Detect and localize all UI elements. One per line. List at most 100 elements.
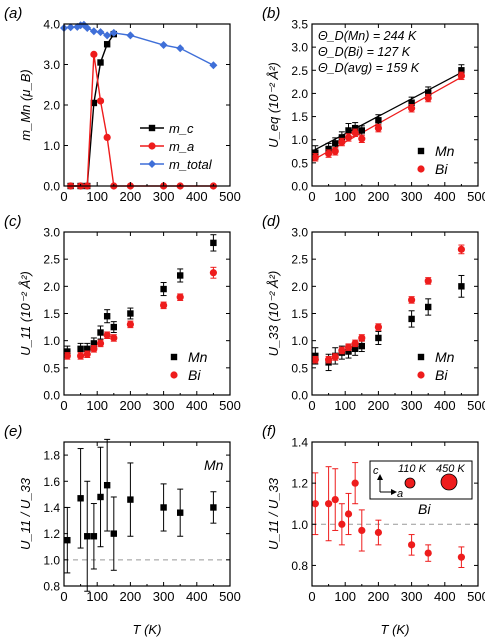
data-point-bi [83, 350, 91, 358]
data-point-mn [77, 345, 84, 353]
y-tick-label: 0.0 [43, 180, 60, 194]
y-tick-label: 3.0 [291, 226, 308, 240]
data-point-mn [64, 348, 71, 355]
data-point-bi [311, 500, 319, 508]
y-tick-label: 0.8 [291, 559, 308, 573]
y-tick-label: 2.0 [43, 280, 60, 294]
x-tick-label: 300 [153, 398, 175, 413]
data-point-mn [97, 493, 104, 501]
data-point-bi [358, 135, 366, 143]
y-tick-label: 0.0 [43, 389, 60, 403]
data-point-m-total [89, 27, 98, 36]
x-tick-label: 200 [368, 189, 390, 204]
legend-item-mn: Mn [417, 349, 455, 365]
x-axis-label: T (K) [381, 622, 410, 637]
ellipsoid-450k [440, 473, 458, 491]
x-tick-label: 200 [120, 589, 142, 604]
y-tick-label: 2.5 [43, 253, 60, 267]
data-point-mn [160, 504, 167, 511]
data-point-bi [374, 124, 382, 132]
data-point-m-a [103, 133, 111, 141]
data-point-bi [331, 353, 339, 361]
x-tick-label: 300 [401, 589, 423, 604]
x-tick-label: 400 [434, 589, 456, 604]
data-point-bi [325, 150, 333, 158]
y-tick-label: 0.0 [291, 389, 308, 403]
x-tick-label: 500 [219, 589, 241, 604]
data-point-bi [331, 496, 339, 504]
data-point-mn [408, 315, 415, 323]
data-point-m-a [90, 50, 98, 58]
data-point-mn [110, 530, 117, 537]
panel-f: (f) 0 100 200 300 400 500 0.8 1.0 1.2 1.4 U_11 / U_… [262, 423, 485, 637]
y-tick-label: 2.0 [43, 99, 60, 113]
y-tick-label: 1.4 [291, 436, 308, 450]
legend-label: Bi [188, 367, 201, 383]
data-point-bi [408, 541, 416, 549]
data-point-bi [338, 520, 346, 528]
y-axis-label: U_33 (10⁻² Å²) [266, 271, 281, 357]
y-tick-label: 2.0 [291, 280, 308, 294]
data-point-mn [458, 67, 465, 74]
data-point-mn [358, 342, 365, 350]
data-point-m-total [66, 23, 75, 32]
legend-item-m-total: m_total [140, 157, 213, 172]
data-point-mn [345, 348, 352, 355]
data-point-m-total [109, 28, 118, 37]
data-point-bi [457, 553, 465, 561]
data-point-bi [358, 334, 366, 342]
x-tick-label: 100 [86, 589, 108, 604]
fit-line-mn [311, 72, 462, 152]
data-point-bi [457, 72, 465, 80]
panel-label: (c) [4, 213, 22, 230]
data-point-bi [374, 528, 382, 537]
x-axis-label: T (K) [133, 622, 162, 637]
data-point-bi [351, 339, 359, 347]
y-tick-label: 1.0 [43, 139, 60, 153]
y-tick-label: 1.5 [43, 307, 60, 321]
x-tick-label: 300 [401, 189, 423, 204]
data-point-mn [345, 127, 352, 134]
x-tick-label: 200 [120, 189, 142, 204]
ellipsoid-110k [404, 477, 416, 489]
data-point-bi [424, 549, 432, 557]
y-tick-label: 3.0 [291, 41, 308, 55]
panel-label: (b) [262, 5, 280, 22]
inset-box: c a 110 K 450 K [369, 460, 473, 500]
data-point-mn [177, 509, 184, 516]
legend-label: Mn [435, 349, 455, 365]
y-axis-label: U_11 / U_33 [18, 477, 33, 550]
y-tick-label: 3.0 [43, 58, 60, 72]
y-tick-label: 0.8 [43, 580, 60, 594]
data-point-mn [127, 496, 134, 503]
x-tick-label: 500 [219, 398, 241, 413]
y-tick-label: 1.0 [291, 518, 308, 532]
y-tick-label: 1.8 [43, 449, 60, 463]
legend-label: Mn [188, 349, 208, 365]
y-tick-label: 2.5 [291, 64, 308, 78]
data-point-mn [351, 124, 359, 132]
plot-frame [311, 231, 479, 396]
x-tick-label: 400 [186, 589, 208, 604]
x-tick-label: 0 [308, 589, 315, 604]
panel-b: (b) 0 100 200 300 400 500 0.0 0.5 1.0 1.5 2.0 2.5 3.0… [262, 5, 485, 204]
panel-legend-bi: Bi [418, 501, 431, 517]
x-tick-label: 400 [434, 398, 456, 413]
data-point-bi [408, 104, 416, 112]
data-point-bi [325, 356, 333, 364]
y-tick-label: 0.0 [291, 180, 308, 194]
y-tick-label: 4.0 [43, 18, 60, 32]
x-tick-label: 400 [186, 189, 208, 204]
data-point-mn [425, 303, 432, 311]
x-tick-label: 400 [186, 398, 208, 413]
data-point-m-c [90, 99, 98, 107]
x-tick-label: 100 [334, 398, 356, 413]
legend-label: m_c [169, 121, 194, 136]
x-tick-label: 500 [467, 589, 485, 604]
data-point-mn [351, 345, 359, 353]
y-tick-label: 2.0 [291, 87, 308, 101]
x-tick-label: 500 [219, 189, 241, 204]
legend-label: m_total [169, 157, 213, 172]
theta-annotation: Θ_D(avg) = 159 K [318, 61, 420, 75]
